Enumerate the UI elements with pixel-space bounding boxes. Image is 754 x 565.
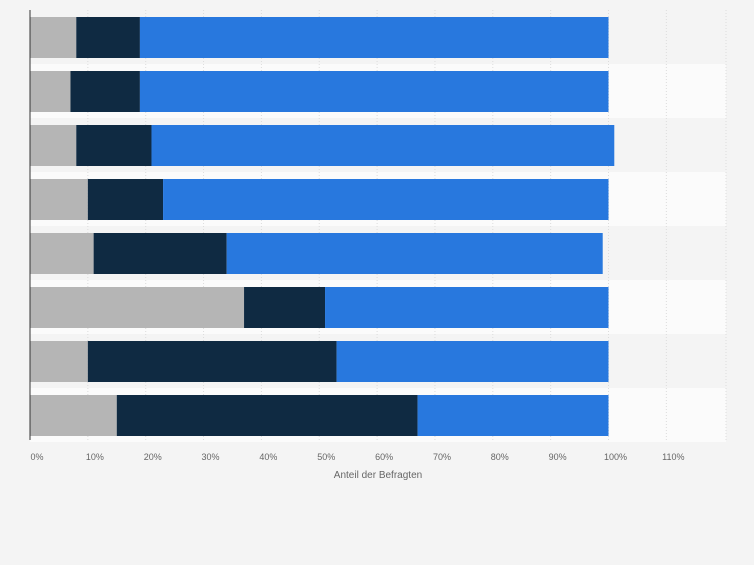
x-tick-label: 20% xyxy=(144,452,162,462)
bar-segment-series-1 xyxy=(30,125,77,166)
bar-segment-series-2 xyxy=(116,395,418,436)
bar-segment-series-2 xyxy=(87,341,337,382)
bar-segment-series-3 xyxy=(417,395,609,436)
bar-segment-series-3 xyxy=(151,125,615,166)
bar-segment-series-2 xyxy=(93,233,227,274)
bar-segment-series-3 xyxy=(226,233,603,274)
bar-segment-series-1 xyxy=(30,233,94,274)
bar-segment-series-1 xyxy=(30,179,88,220)
bar-segment-series-1 xyxy=(30,287,245,328)
x-tick-label: 80% xyxy=(491,452,509,462)
x-tick-label: 90% xyxy=(549,452,567,462)
bar-segment-series-2 xyxy=(76,125,152,166)
bar-segment-series-3 xyxy=(163,179,609,220)
x-axis: 0% 10% 20% 30% 40% 50% 60% 70% 80% 90% 100% 110% xyxy=(29,10,685,462)
bar-segment-series-3 xyxy=(325,287,609,328)
x-axis-title: Anteil der Befragten xyxy=(334,470,422,481)
x-tick-label: 60% xyxy=(375,452,393,462)
bar-segment-series-2 xyxy=(244,287,326,328)
x-tick-label: 30% xyxy=(202,452,220,462)
bar-segment-series-3 xyxy=(139,17,609,58)
x-tick-label: 50% xyxy=(317,452,335,462)
bar-segment-series-2 xyxy=(70,71,140,112)
bar-segment-series-1 xyxy=(30,17,77,58)
bars xyxy=(30,17,615,436)
x-tick-label: 40% xyxy=(259,452,277,462)
x-tick-label: 70% xyxy=(433,452,451,462)
bar-segment-series-1 xyxy=(30,71,71,112)
x-tick-label: 10% xyxy=(86,452,104,462)
x-tick-label: 110% xyxy=(662,452,684,462)
x-tick-label: 0% xyxy=(30,452,43,462)
bar-segment-series-2 xyxy=(76,17,140,58)
x-tick-label: 100% xyxy=(604,452,627,462)
bar-segment-series-1 xyxy=(30,341,88,382)
bar-segment-series-3 xyxy=(139,71,609,112)
bar-segment-series-3 xyxy=(336,341,609,382)
bar-segment-series-1 xyxy=(30,395,117,436)
bar-segment-series-2 xyxy=(87,179,164,220)
